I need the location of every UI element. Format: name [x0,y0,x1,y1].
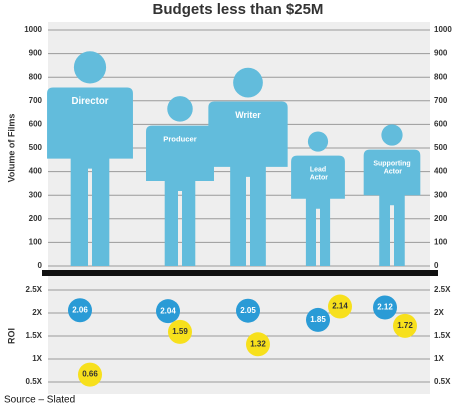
y-tick-label-right: 500 [434,143,448,152]
y-tick-label-right: 800 [434,72,448,81]
y-tick-label: 0 [38,261,43,270]
y-tick-label-right: 900 [434,49,448,58]
figure [291,131,345,266]
y-axis-label: Volume of Films [6,114,16,183]
y-tick-label-right: 1.5X [434,331,451,340]
data-label: 1.32 [250,339,266,348]
y-tick-label-right: 1X [434,354,444,363]
category-label: Writer [235,110,261,120]
y-tick-label: 900 [29,49,43,58]
roi-dot [246,332,270,357]
y-tick-label-right: 600 [434,120,448,129]
data-label: 2.04 [160,306,176,315]
roi-dot [68,298,92,323]
y-tick-label-right: 200 [434,214,448,223]
y-tick-label-right: 0 [434,261,439,270]
y-tick-label: 300 [29,190,43,199]
chart-title: Budgets less than $25M [153,1,324,18]
y-tick-label: 0.5X [26,377,43,386]
y-tick-label: 500 [29,143,43,152]
y-tick-label: 2.5X [26,285,43,294]
y-tick-label: 800 [29,72,43,81]
y-tick-label: 700 [29,96,43,105]
roi-dot [373,295,397,320]
data-label: 0.66 [82,370,98,379]
y-tick-label-right: 2.5X [434,285,451,294]
data-label: 2.12 [377,303,393,312]
category-label: Lead Actor [308,167,328,182]
y-tick-label-right: 300 [434,190,448,199]
separator [42,270,438,276]
source: Source – Slated [4,395,75,406]
data-label: 2.05 [240,306,256,315]
y-tick-label: 600 [29,120,43,129]
category-label: Director [71,96,108,107]
y-tick-label-right: 700 [434,96,448,105]
data-label: 2.14 [332,302,348,311]
roi-dot [236,298,260,323]
y-tick-label: 200 [29,214,43,223]
category-label: Producer [163,135,197,144]
figure [363,124,421,267]
y-tick-label-right: 400 [434,167,448,176]
roi-dot [156,299,180,324]
y-tick-label-right: 100 [434,238,448,247]
roi-dot [328,294,352,319]
y-tick-label: 2X [32,308,42,317]
data-label: 1.59 [172,327,188,336]
roi-dot [168,319,192,344]
figure [208,67,288,266]
y-tick-label: 1.5X [26,331,43,340]
y-tick-label: 400 [29,167,43,176]
figure [47,51,133,267]
y-tick-label-right: 0.5X [434,377,451,386]
roi-dot [306,307,330,332]
data-label: 2.06 [72,305,88,314]
roi-dot [78,362,102,387]
y-tick-label: 1X [32,354,42,363]
data-label: 1.85 [310,315,326,324]
y-tick-label: 1000 [24,25,42,34]
y-tick-label-right: 2X [434,308,444,317]
y-tick-label-right: 1000 [434,25,452,34]
y-axis-label: ROI [6,328,16,344]
roi-dot [393,313,417,338]
figure [146,96,214,266]
data-label: 1.72 [397,321,413,330]
category-label: Supporting Actor [373,160,410,175]
y-tick-label: 100 [29,238,43,247]
